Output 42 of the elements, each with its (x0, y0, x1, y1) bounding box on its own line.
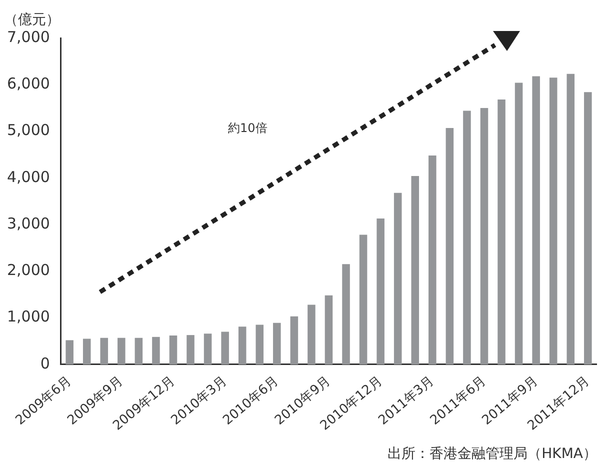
y-tick-label: 6,000 (6, 74, 50, 93)
bar (394, 192, 402, 364)
bar (134, 338, 143, 364)
bar (204, 334, 212, 364)
bar (428, 156, 436, 364)
bar (308, 304, 316, 364)
bar (324, 295, 333, 364)
y-tick-label: 0 (40, 354, 50, 372)
y-tick-label: 7,000 (6, 28, 50, 46)
text: 出所：香港金融管理局（HKMA） (388, 446, 597, 462)
bar (169, 336, 178, 364)
y-tick-label: 1,000 (6, 308, 50, 326)
bar (359, 234, 368, 364)
y-tick-label: 2,000 (6, 261, 50, 280)
bar (342, 264, 350, 364)
y-tick-label: 5,000 (6, 121, 50, 140)
bar (66, 340, 74, 364)
bar (376, 218, 384, 364)
bar (273, 322, 281, 364)
bar (238, 326, 246, 364)
bar (118, 338, 126, 364)
bar (82, 338, 91, 364)
y-tick-label: 3,000 (6, 214, 50, 232)
bar (290, 316, 298, 364)
bar (256, 324, 264, 364)
bar (446, 128, 454, 364)
bar (100, 338, 108, 364)
bar (532, 76, 540, 364)
y-tick-label: 4,000 (6, 168, 50, 186)
bar (549, 78, 558, 364)
bar (584, 92, 592, 364)
y-axis-title: （億元） (4, 12, 60, 28)
bar (411, 176, 420, 364)
bar (498, 100, 506, 364)
annotation: 約10倍 (228, 121, 268, 135)
bar (566, 74, 575, 364)
bar (221, 332, 229, 364)
bar (480, 108, 488, 364)
bar (463, 110, 471, 364)
bar (514, 82, 523, 364)
bar (152, 336, 160, 364)
bar (186, 335, 194, 364)
